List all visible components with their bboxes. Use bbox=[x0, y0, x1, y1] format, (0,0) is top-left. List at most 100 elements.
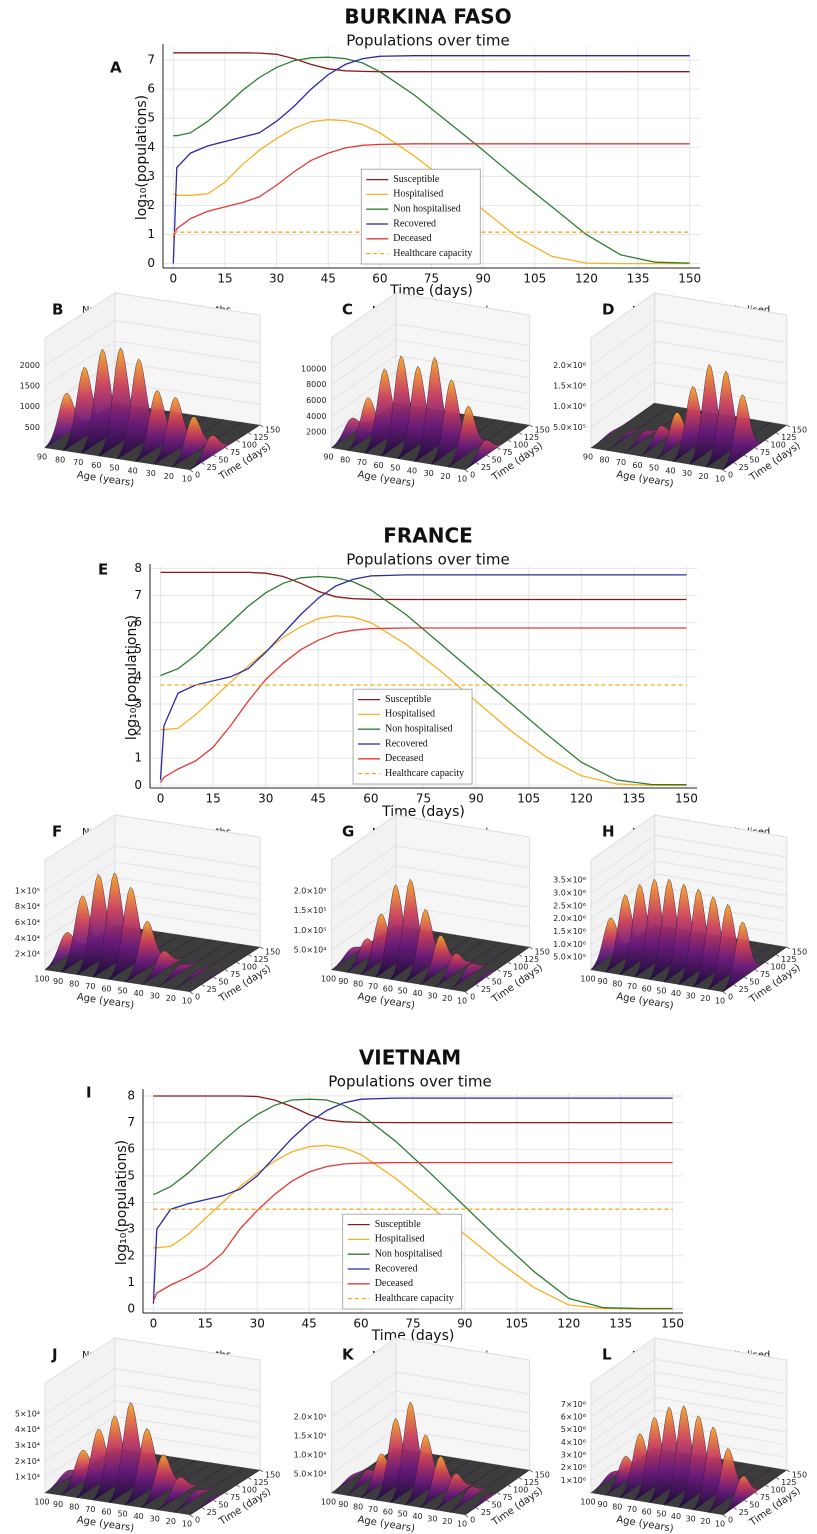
time-tick-label: 100 bbox=[513, 1486, 528, 1495]
tick-mark bbox=[189, 469, 194, 473]
x-tick-label: 60 bbox=[363, 792, 378, 806]
z-tick-label: 1.0×10⁵ bbox=[294, 1451, 327, 1460]
x-tick-label: 150 bbox=[675, 792, 698, 806]
time-tick-label: 50 bbox=[492, 978, 502, 987]
back-pane bbox=[395, 1337, 531, 1471]
surface-ridge bbox=[81, 348, 152, 454]
grid-line bbox=[331, 845, 530, 892]
age-tick-label: 60 bbox=[101, 1507, 111, 1516]
legend-label: Non hospitalised bbox=[393, 203, 461, 214]
time-tick-label: 150 bbox=[792, 948, 807, 957]
surface-ridge bbox=[464, 946, 530, 993]
z-tick-label: 2×10⁶ bbox=[561, 1463, 586, 1472]
y-tick-label: 8 bbox=[134, 561, 142, 575]
age-tick-label: 50 bbox=[398, 987, 408, 996]
panel-letter: B bbox=[52, 301, 63, 319]
panel-letter: G bbox=[342, 823, 354, 841]
x-tick-label: 75 bbox=[424, 272, 439, 286]
legend-label: Susceptible bbox=[393, 174, 440, 185]
time-tick-label: 25 bbox=[739, 985, 749, 994]
x-tick-label: 0 bbox=[170, 272, 178, 286]
time-tick-label: 125 bbox=[781, 955, 796, 964]
country-heading: VIETNAM bbox=[359, 1046, 461, 1070]
z-tick-label: 2.0×10⁵ bbox=[294, 886, 327, 895]
surface-ridge bbox=[590, 402, 655, 449]
grid-line bbox=[590, 860, 787, 907]
grid-line bbox=[590, 1384, 787, 1430]
time-tick-label: 150 bbox=[265, 1471, 280, 1480]
z-tick-label: 5.0×10⁴ bbox=[294, 1470, 327, 1479]
z-tick-label: 1.0×10⁶ bbox=[553, 402, 586, 411]
tick-mark bbox=[486, 1499, 490, 1503]
panel-letter: A bbox=[110, 59, 122, 77]
legend-label: Hospitalised bbox=[375, 1234, 425, 1245]
age-tick-label: 100 bbox=[580, 1498, 595, 1507]
grid-line bbox=[590, 834, 787, 881]
time-tick-label: 75 bbox=[760, 448, 770, 457]
legend-label: Susceptible bbox=[375, 1219, 422, 1230]
age-tick-label: 30 bbox=[427, 992, 437, 1001]
tick-mark bbox=[786, 946, 791, 950]
series-line bbox=[159, 574, 687, 780]
surface-ridge bbox=[109, 1401, 180, 1504]
tick-mark bbox=[518, 432, 523, 435]
age-tick-label: 60 bbox=[373, 461, 383, 470]
surface-ridge bbox=[173, 1467, 245, 1513]
tick-mark bbox=[236, 1484, 240, 1488]
series-line bbox=[172, 55, 690, 264]
y-tick-label: 4 bbox=[147, 140, 155, 154]
series-line bbox=[152, 1161, 673, 1302]
time-tick-label: 0 bbox=[195, 1516, 200, 1525]
tick-mark bbox=[775, 954, 780, 957]
time-tick-label: 50 bbox=[749, 1501, 759, 1510]
time-tick-label: 100 bbox=[513, 963, 528, 972]
age-tick-label: 60 bbox=[101, 984, 111, 993]
z-tick-label: 5.0×10⁵ bbox=[553, 953, 586, 962]
tick-mark bbox=[224, 969, 229, 972]
time-tick-label: 150 bbox=[792, 426, 807, 435]
surface-ridge bbox=[141, 939, 212, 986]
z-tick-label: 6000 bbox=[306, 396, 326, 405]
series-line bbox=[159, 627, 687, 783]
z-tick-label: 3×10⁶ bbox=[561, 1451, 586, 1460]
time-tick-label: 0 bbox=[728, 993, 733, 1002]
age-tick-label: 90 bbox=[598, 977, 608, 986]
tick-mark bbox=[507, 961, 512, 965]
y-axis-label: log₁₀(populations) bbox=[134, 95, 150, 220]
panel-letter: K bbox=[342, 1346, 355, 1364]
z-tick-label: 8×10⁴ bbox=[15, 902, 40, 911]
z-tick-label: 2000 bbox=[20, 361, 40, 370]
legend-box bbox=[342, 1213, 463, 1310]
x-tick-label: 30 bbox=[258, 792, 273, 806]
grid-line bbox=[44, 361, 261, 407]
surface-ridge bbox=[435, 941, 501, 988]
tick-mark bbox=[213, 976, 217, 980]
surface-ridge bbox=[109, 886, 180, 981]
age-tick-label: 90 bbox=[53, 977, 63, 986]
legend-label: Deceased bbox=[385, 753, 423, 764]
age-tick-label: 60 bbox=[91, 461, 101, 470]
age-tick-label: 70 bbox=[627, 982, 637, 991]
grid-line bbox=[44, 861, 261, 907]
z-tick-label: 5×10⁴ bbox=[15, 1409, 40, 1418]
time-tick-label: 75 bbox=[502, 970, 512, 979]
y-tick-label: 1 bbox=[147, 227, 155, 241]
z-tick-label: 1.5×10⁵ bbox=[294, 1432, 327, 1441]
age-tick-label: 30 bbox=[682, 469, 692, 478]
tick-mark bbox=[529, 424, 533, 428]
age-tick-label: 90 bbox=[583, 453, 593, 462]
legend-label: Non hospitalised bbox=[375, 1248, 443, 1259]
time-tick-label: 50 bbox=[749, 978, 759, 987]
surface-ridge bbox=[678, 1415, 743, 1509]
tick-mark bbox=[259, 1469, 264, 1473]
time-tick-label: 0 bbox=[728, 471, 733, 480]
tick-mark bbox=[529, 1469, 533, 1473]
z-tick-label: 10000 bbox=[301, 364, 326, 373]
y-tick-label: 4 bbox=[127, 1195, 135, 1209]
series-line bbox=[160, 615, 687, 786]
chart-title: Populations over time bbox=[346, 551, 510, 569]
tick-mark bbox=[475, 984, 480, 987]
age-tick-label: 10 bbox=[182, 997, 192, 1006]
age-tick-label: 70 bbox=[368, 982, 378, 991]
